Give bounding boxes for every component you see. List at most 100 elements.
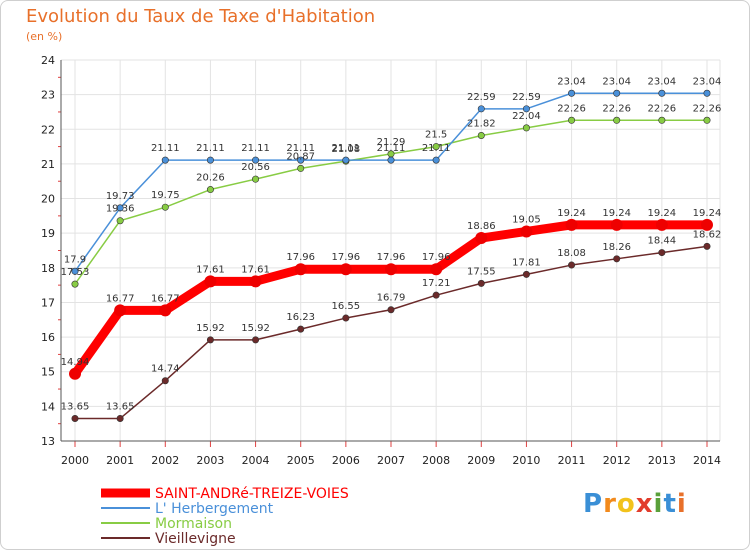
x-tick-label: 2013 bbox=[648, 454, 676, 467]
logo-letter: P bbox=[583, 489, 604, 519]
data-label: 19.24 bbox=[693, 208, 722, 219]
data-point bbox=[658, 116, 666, 124]
data-label: 17.81 bbox=[512, 257, 541, 268]
data-point bbox=[475, 232, 488, 245]
data-label: 22.26 bbox=[602, 103, 631, 114]
x-tick-label: 2009 bbox=[467, 454, 495, 467]
data-label: 21.08 bbox=[332, 144, 361, 155]
data-point bbox=[568, 89, 576, 97]
y-tick-label: 20 bbox=[41, 193, 55, 206]
data-point bbox=[613, 89, 621, 97]
logo-letter: o bbox=[616, 489, 636, 519]
data-point bbox=[297, 325, 305, 333]
data-point bbox=[116, 414, 124, 422]
data-label: 16.23 bbox=[286, 312, 315, 323]
data-point bbox=[206, 186, 214, 194]
data-label: 18.08 bbox=[557, 248, 586, 259]
data-label: 22.26 bbox=[693, 103, 722, 114]
data-point bbox=[520, 225, 533, 238]
data-label: 17.61 bbox=[241, 264, 270, 275]
data-labels: 13.65 13.65 14.74 15.92 15.92 16.23 16.55 16.79… bbox=[61, 76, 722, 412]
y-axis-ticks: 13 14 15 16 17 18 19 20 21 22 23 24 bbox=[41, 54, 55, 448]
data-point bbox=[610, 218, 623, 231]
data-label: 20.87 bbox=[286, 151, 315, 162]
y-tick-label: 24 bbox=[41, 54, 55, 67]
chart-series bbox=[69, 89, 713, 422]
data-point bbox=[71, 280, 79, 288]
data-label: 21.11 bbox=[422, 143, 451, 154]
data-point bbox=[565, 218, 578, 231]
data-point bbox=[477, 132, 485, 140]
data-label: 23.04 bbox=[693, 76, 722, 87]
data-label: 23.04 bbox=[602, 76, 631, 87]
data-point bbox=[161, 377, 169, 385]
data-point bbox=[522, 105, 530, 113]
data-point bbox=[159, 304, 172, 317]
x-tick-label: 2002 bbox=[151, 454, 179, 467]
y-tick-label: 13 bbox=[41, 435, 55, 448]
data-point bbox=[249, 275, 262, 288]
data-label: 20.56 bbox=[241, 162, 270, 173]
data-point bbox=[71, 414, 79, 422]
data-label: 19.24 bbox=[602, 208, 631, 219]
x-tick-label: 2000 bbox=[61, 454, 89, 467]
data-label: 22.26 bbox=[557, 103, 586, 114]
x-tick-label: 2014 bbox=[693, 454, 721, 467]
data-label: 21.5 bbox=[425, 130, 447, 141]
data-label: 17.96 bbox=[422, 252, 451, 263]
legend-label: SAINT-ANDRé-TREIZE-VOIES bbox=[155, 486, 349, 502]
data-label: 18.86 bbox=[467, 221, 496, 232]
data-label: 22.26 bbox=[648, 103, 677, 114]
data-label: 21.11 bbox=[196, 143, 225, 154]
data-point bbox=[613, 116, 621, 124]
data-point bbox=[568, 116, 576, 124]
data-label: 14.94 bbox=[61, 357, 90, 368]
data-point bbox=[116, 204, 124, 212]
data-label: 19.24 bbox=[648, 208, 677, 219]
chart-title: Evolution du Taux de Taxe d'Habitation bbox=[26, 6, 376, 27]
data-label: 21.11 bbox=[286, 143, 315, 154]
data-label: 14.74 bbox=[151, 364, 180, 375]
proxiti-logo: Proxiti bbox=[583, 489, 687, 519]
data-point bbox=[703, 116, 711, 124]
data-point bbox=[701, 218, 713, 231]
data-point bbox=[568, 261, 576, 269]
data-label: 17.21 bbox=[422, 278, 451, 289]
logo-letter: t bbox=[663, 489, 677, 519]
data-label: 16.77 bbox=[151, 293, 180, 304]
legend-label: L' Herbergement bbox=[155, 501, 274, 517]
logo-letter: i bbox=[676, 489, 687, 519]
logo-letter: r bbox=[603, 489, 617, 519]
data-label: 17.96 bbox=[332, 252, 361, 263]
data-label: 21.11 bbox=[241, 143, 270, 154]
x-tick-label: 2006 bbox=[332, 454, 360, 467]
data-point bbox=[342, 156, 350, 164]
data-point bbox=[161, 156, 169, 164]
data-point bbox=[430, 263, 443, 276]
data-point bbox=[297, 156, 305, 164]
data-label: 20.26 bbox=[196, 173, 225, 184]
data-label: 17.61 bbox=[196, 264, 225, 275]
legend-label: Vieillevigne bbox=[155, 531, 236, 547]
y-tick-label: 22 bbox=[41, 123, 55, 136]
data-label: 15.92 bbox=[196, 323, 225, 334]
data-point bbox=[252, 175, 260, 183]
data-point bbox=[387, 306, 395, 314]
data-point bbox=[658, 249, 666, 257]
data-label: 19.75 bbox=[151, 190, 180, 201]
data-label: 17.55 bbox=[467, 266, 496, 277]
data-point bbox=[387, 156, 395, 164]
data-label: 21.11 bbox=[332, 143, 361, 154]
x-tick-label: 2004 bbox=[242, 454, 270, 467]
data-label: 17.96 bbox=[377, 252, 406, 263]
x-tick-label: 2012 bbox=[603, 454, 631, 467]
x-tick-label: 2011 bbox=[558, 454, 586, 467]
data-label: 22.04 bbox=[512, 111, 541, 122]
data-point bbox=[432, 291, 440, 299]
data-label: 21.11 bbox=[151, 143, 180, 154]
data-point bbox=[206, 336, 214, 344]
data-label: 22.59 bbox=[467, 92, 496, 103]
x-tick-label: 2003 bbox=[196, 454, 224, 467]
y-tick-label: 16 bbox=[41, 331, 55, 344]
